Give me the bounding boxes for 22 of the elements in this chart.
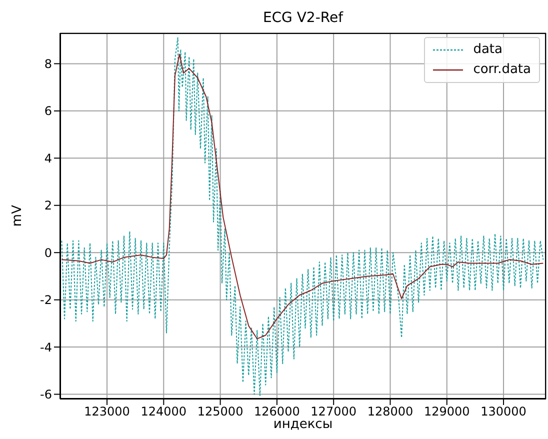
- y-tick-label: 4: [44, 151, 52, 166]
- x-tick-label: 128000: [367, 404, 414, 419]
- x-tick-label: 127000: [310, 404, 356, 419]
- legend-label: data: [473, 41, 502, 59]
- x-tick-label: 130000: [480, 404, 526, 419]
- y-tick-label: -6: [40, 388, 52, 402]
- y-tick-label: -4: [40, 340, 52, 354]
- x-tick-label: 129000: [424, 404, 470, 419]
- x-tick-label: 124000: [140, 404, 187, 419]
- y-tick-label: 0: [44, 246, 52, 260]
- x-axis-title: индексы: [273, 417, 333, 432]
- y-tick-label: -2: [40, 293, 52, 308]
- y-tick-label: 6: [44, 104, 52, 118]
- legend-label: corr.data: [473, 61, 531, 79]
- y-axis-title: mV: [10, 205, 26, 227]
- line-series: [61, 54, 544, 340]
- y-tick-label: 2: [44, 198, 52, 213]
- x-tick-label: 126000: [254, 404, 300, 419]
- chart-title: ECG V2-Ref: [262, 10, 344, 26]
- x-tick-label: 125000: [197, 404, 244, 419]
- x-tick-label: 123000: [84, 404, 130, 419]
- y-tick-label: 8: [44, 56, 52, 71]
